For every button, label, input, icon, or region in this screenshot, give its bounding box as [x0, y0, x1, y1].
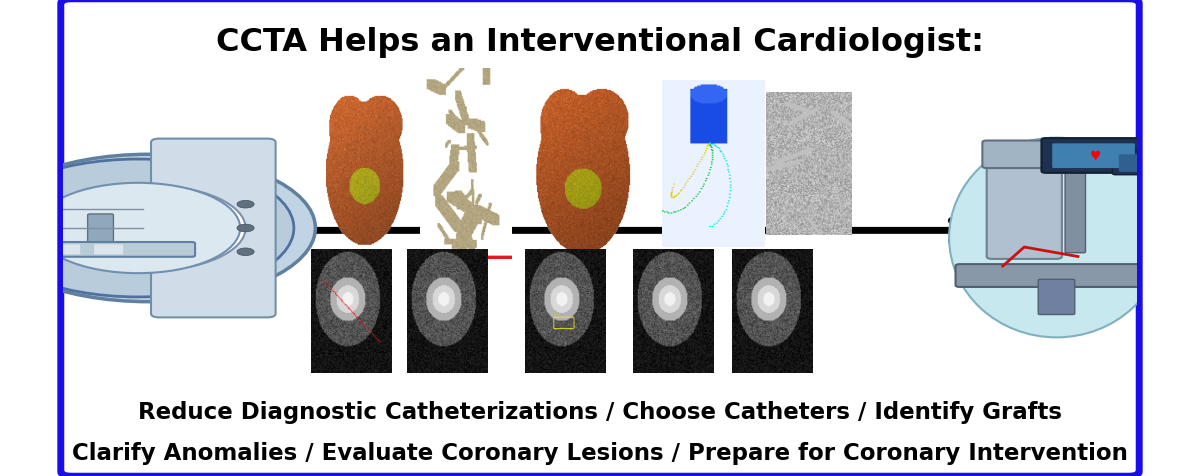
FancyBboxPatch shape — [983, 141, 1098, 169]
Text: Clarify Anomalies / Evaluate Coronary Lesions / Prepare for Coronary Interventio: Clarify Anomalies / Evaluate Coronary Le… — [72, 441, 1128, 464]
FancyBboxPatch shape — [1052, 144, 1135, 169]
FancyBboxPatch shape — [151, 139, 276, 317]
Text: ♥: ♥ — [1090, 149, 1100, 162]
FancyBboxPatch shape — [1066, 166, 1086, 253]
FancyBboxPatch shape — [986, 150, 1062, 259]
Circle shape — [236, 248, 254, 256]
FancyBboxPatch shape — [1038, 280, 1075, 315]
FancyBboxPatch shape — [1112, 151, 1183, 175]
FancyBboxPatch shape — [1118, 155, 1175, 172]
FancyBboxPatch shape — [52, 245, 80, 255]
Circle shape — [36, 183, 240, 274]
FancyBboxPatch shape — [8, 245, 37, 255]
FancyBboxPatch shape — [94, 245, 124, 255]
Circle shape — [236, 201, 254, 208]
Text: Reduce Diagnostic Catheterizations / Choose Catheters / Identify Grafts: Reduce Diagnostic Catheterizations / Cho… — [138, 400, 1062, 423]
Circle shape — [236, 225, 254, 232]
FancyBboxPatch shape — [955, 265, 1158, 288]
FancyBboxPatch shape — [88, 215, 114, 245]
Circle shape — [52, 186, 246, 271]
Circle shape — [0, 155, 316, 302]
Ellipse shape — [949, 139, 1164, 337]
FancyBboxPatch shape — [1042, 139, 1147, 173]
Circle shape — [0, 160, 294, 298]
FancyBboxPatch shape — [0, 242, 196, 257]
FancyBboxPatch shape — [61, 0, 1139, 476]
Text: CCTA Helps an Interventional Cardiologist:: CCTA Helps an Interventional Cardiologis… — [216, 27, 984, 58]
